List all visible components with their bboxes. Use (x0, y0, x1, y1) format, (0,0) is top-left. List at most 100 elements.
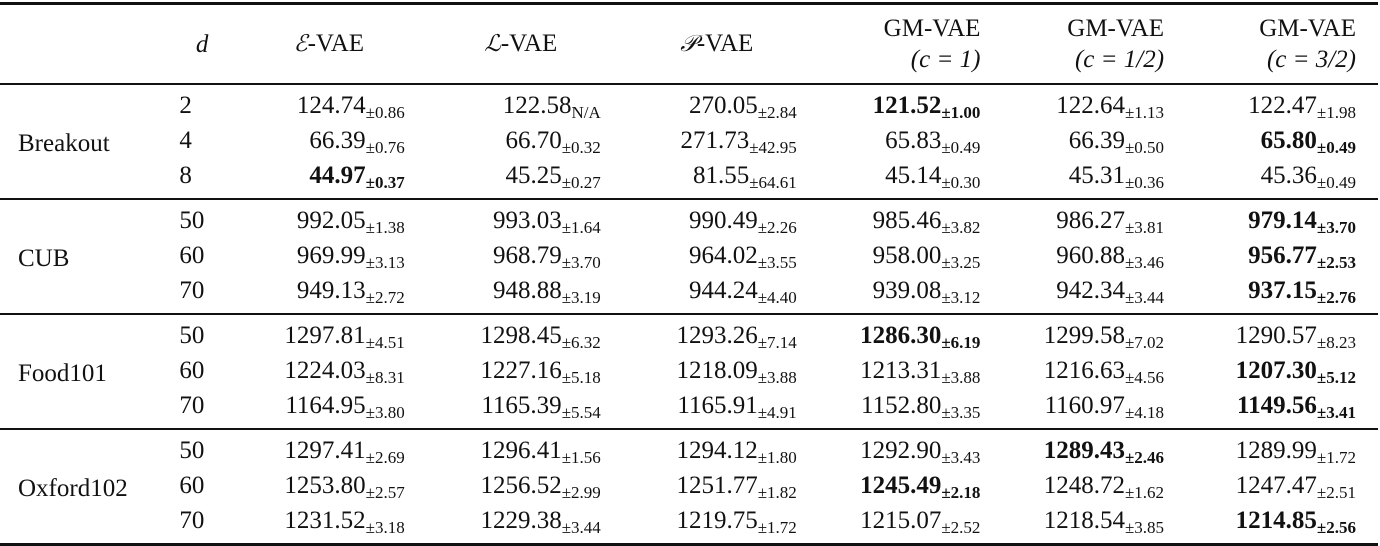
cell-gm-vae-chalf: 66.39±0.50 (998, 124, 1182, 159)
latent-dim-value: 60 (179, 357, 205, 384)
std-value: ±3.70 (1316, 218, 1356, 237)
mean-value: 944.24 (688, 277, 758, 304)
std-value: ±3.81 (1124, 218, 1165, 237)
cell-gm-vae-chalf: 1289.43±2.46 (998, 429, 1182, 469)
cell-gm-vae-c3half: 937.15±2.76 (1182, 274, 1378, 314)
table-row: 60 969.99±3.13 968.79±3.70 964.02±3.55 958.0… (0, 239, 1378, 274)
std-value: ±3.88 (757, 368, 797, 387)
mean-value: 44.97 (309, 162, 366, 189)
mean-value: 1224.03 (284, 357, 366, 384)
std-value: ±3.70 (561, 253, 601, 272)
dataset-label: CUB (18, 245, 70, 272)
std-value: ±1.56 (561, 448, 601, 467)
header-gm-vae-chalf: GM-VAE (c = 1/2) (998, 4, 1182, 85)
std-value: N/A (571, 103, 601, 122)
mean-value: 270.05 (688, 92, 758, 119)
latent-dim-value: 70 (179, 392, 205, 419)
header-e-vae-symbol: ℰ (293, 31, 308, 57)
std-value: ±0.49 (1316, 138, 1356, 157)
cell-gm-vae-c3half: 122.47±1.98 (1182, 84, 1378, 124)
std-value: ±3.46 (1124, 253, 1165, 272)
table-row: 60 1224.03±8.31 1227.16±5.18 1218.09±3.88 12… (0, 354, 1378, 389)
mean-value: 122.64 (1056, 92, 1125, 119)
mean-value: 1286.30 (860, 322, 942, 349)
mean-value: 979.14 (1248, 207, 1317, 234)
mean-value: 1290.57 (1235, 322, 1317, 349)
cell-gm-vae-c1: 1286.30±6.19 (815, 314, 999, 354)
cell-e-vae: 44.97±0.37 (235, 159, 423, 199)
group-breakout: Breakout 2 124.74±0.86 122.58N/A 270.05±2.84… (0, 84, 1378, 199)
std-value: ±3.35 (941, 403, 981, 422)
mean-value: 1256.52 (480, 472, 562, 499)
std-value: ±2.99 (561, 483, 601, 502)
std-value: ±3.55 (757, 253, 797, 272)
cell-gm-vae-c1: 958.00±3.25 (815, 239, 999, 274)
mean-value: 1253.80 (284, 472, 366, 499)
cell-e-vae: 1297.41±2.69 (235, 429, 423, 469)
std-value: ±2.72 (365, 288, 405, 307)
std-value: ±3.80 (365, 403, 405, 422)
std-value: ±0.86 (365, 103, 405, 122)
mean-value: 124.74 (296, 92, 366, 119)
std-value: ±1.13 (1124, 103, 1165, 122)
std-value: ±3.44 (1124, 288, 1165, 307)
cell-l-vae: 45.25±0.27 (423, 159, 619, 199)
cell-gm-vae-c1: 1245.49±2.18 (815, 469, 999, 504)
cell-p-vae: 81.55±64.61 (619, 159, 815, 199)
cell-l-vae: 66.70±0.32 (423, 124, 619, 159)
std-value: ±2.84 (757, 103, 797, 122)
mean-value: 949.13 (296, 277, 366, 304)
cell-e-vae: 1231.52±3.18 (235, 504, 423, 545)
mean-value: 968.79 (492, 242, 562, 269)
cell-p-vae: 1219.75±1.72 (619, 504, 815, 545)
cell-gm-vae-c1: 985.46±3.82 (815, 199, 999, 239)
table-row: 60 1253.80±2.57 1256.52±2.99 1251.77±1.82 12… (0, 469, 1378, 504)
cell-l-vae: 1165.39±5.54 (423, 389, 619, 429)
header-e-vae: ℰ-VAE (235, 4, 423, 85)
std-value: ±0.37 (365, 173, 405, 192)
cell-e-vae: 969.99±3.13 (235, 239, 423, 274)
cell-gm-vae-c1: 121.52±1.00 (815, 84, 999, 124)
dataset-label: Oxford102 (18, 475, 128, 502)
table-row: CUB 50 992.05±1.38 993.03±1.64 990.49±2.26 98… (0, 199, 1378, 272)
mean-value: 1297.41 (284, 437, 366, 464)
std-value: ±4.51 (365, 333, 405, 352)
results-table-figure: d ℰ-VAE ℒ-VAE 𝒫-VAE GM-VAE (c = 1) GM-VAE… (0, 3, 1378, 545)
header-l-vae-symbol: ℒ (484, 31, 501, 57)
std-value: ±42.95 (749, 138, 797, 157)
cell-l-vae: 993.03±1.64 (423, 199, 619, 239)
mean-value: 960.88 (1056, 242, 1125, 269)
cell-gm-vae-c3half: 1149.56±3.41 (1182, 389, 1378, 429)
cell-l-vae: 1227.16±5.18 (423, 354, 619, 389)
std-value: ±0.49 (1316, 173, 1356, 192)
std-value: ±7.14 (757, 333, 797, 352)
header-gm-vae-c3half: GM-VAE (c = 3/2) (1182, 4, 1378, 85)
cell-gm-vae-chalf: 1216.63±4.56 (998, 354, 1182, 389)
cell-e-vae: 1297.81±4.51 (235, 314, 423, 354)
cell-gm-vae-chalf: 1160.97±4.18 (998, 389, 1182, 429)
table-header: d ℰ-VAE ℒ-VAE 𝒫-VAE GM-VAE (c = 1) GM-VAE… (0, 3, 1378, 85)
std-value: ±0.32 (561, 138, 601, 157)
std-value: ±1.72 (1316, 448, 1356, 467)
cell-l-vae: 1298.45±6.32 (423, 314, 619, 354)
cell-gm-vae-chalf: 45.31±0.36 (998, 159, 1182, 199)
mean-value: 939.08 (872, 277, 942, 304)
cell-gm-vae-chalf: 942.34±3.44 (998, 274, 1182, 314)
cell-gm-vae-c3half: 1290.57±8.23 (1182, 314, 1378, 354)
std-value: ±2.69 (365, 448, 405, 467)
latent-dim-value: 50 (179, 437, 205, 464)
std-value: ±5.12 (1316, 368, 1356, 387)
mean-value: 1207.30 (1235, 357, 1317, 384)
table-row: 8 44.97±0.37 45.25±0.27 81.55±64.61 45.14±0.… (0, 159, 1378, 199)
cell-gm-vae-chalf: 1218.54±3.85 (998, 504, 1182, 545)
std-value: ±2.46 (1124, 448, 1165, 467)
header-p-vae-symbol: 𝒫 (680, 31, 697, 57)
header-d: d (195, 30, 209, 58)
cell-gm-vae-c1: 1152.80±3.35 (815, 389, 999, 429)
mean-value: 1218.09 (676, 357, 758, 384)
cell-gm-vae-c3half: 45.36±0.49 (1182, 159, 1378, 199)
mean-value: 122.58 (502, 92, 572, 119)
mean-value: 964.02 (688, 242, 758, 269)
latent-dim-value: 70 (179, 507, 205, 534)
cell-l-vae: 1229.38±3.44 (423, 504, 619, 545)
